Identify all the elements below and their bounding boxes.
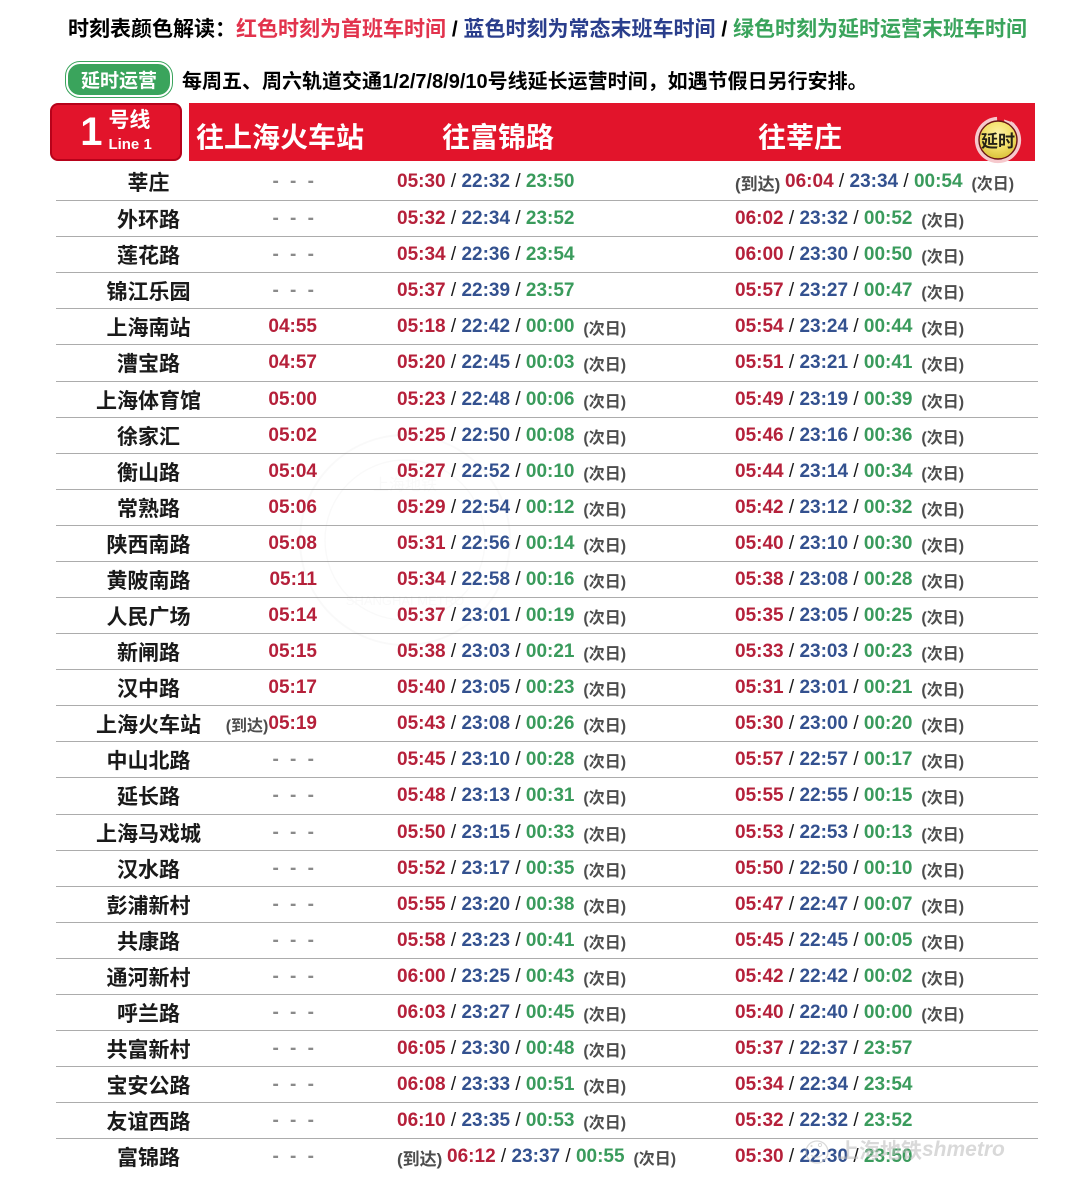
svg-text:上海地铁: 上海地铁: [373, 471, 437, 495]
svg-text:SHANGHAI METRO: SHANGHAI METRO: [346, 593, 464, 608]
svg-text:延时: 延时: [981, 127, 1015, 152]
